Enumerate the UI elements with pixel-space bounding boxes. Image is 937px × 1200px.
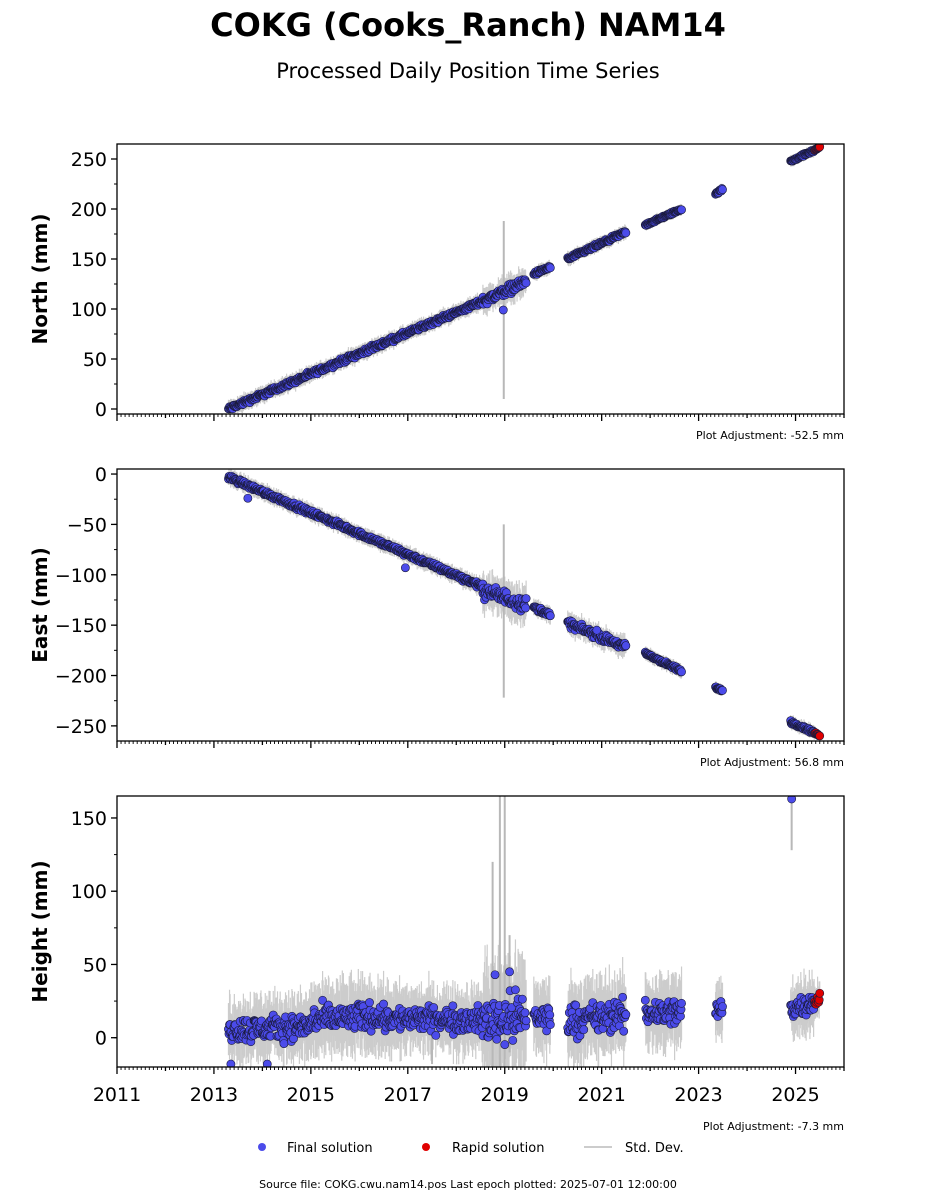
east-points-layer bbox=[224, 471, 825, 741]
east-final-point bbox=[677, 667, 686, 677]
height-data-layer bbox=[224, 796, 825, 1067]
east-outlier-point bbox=[243, 493, 253, 503]
north-final-point bbox=[621, 228, 631, 238]
north-y-tick-label: 100 bbox=[71, 299, 107, 321]
north-points-layer bbox=[224, 144, 825, 414]
north-outlier-point bbox=[498, 305, 508, 315]
figure-title: COKG (Cooks_Ranch) NAM14 bbox=[210, 6, 726, 44]
north-rapid-point bbox=[815, 144, 825, 152]
east-y-axis-label: East (mm) bbox=[28, 547, 52, 663]
east-rapid-point bbox=[815, 731, 825, 741]
north-panel: 0 50 100 150 200 250 North (mm) Plot Adjustment… bbox=[28, 143, 845, 442]
east-final-point bbox=[545, 611, 555, 621]
east-y-tick-label: −200 bbox=[55, 666, 107, 688]
east-y-tick-label: −150 bbox=[55, 615, 107, 637]
north-final-point bbox=[718, 185, 727, 194]
north-plot-adjustment: Plot Adjustment: -52.5 mm bbox=[696, 429, 844, 442]
north-final-point bbox=[521, 278, 531, 288]
east-data-layer bbox=[224, 469, 825, 741]
north-y-tick-label: 200 bbox=[71, 199, 107, 221]
height-final-point bbox=[365, 998, 374, 1007]
north-y-tick-label: 50 bbox=[83, 349, 107, 371]
figure-subtitle: Processed Daily Position Time Series bbox=[276, 59, 660, 83]
height-final-point bbox=[379, 999, 388, 1009]
east-final-point bbox=[521, 603, 530, 613]
north-final-point bbox=[545, 263, 555, 273]
east-plot-adjustment: Plot Adjustment: 56.8 mm bbox=[700, 756, 844, 769]
east-y-tick-label: 0 bbox=[95, 464, 107, 486]
east-y-tick-label: −50 bbox=[67, 514, 107, 536]
north-data-layer bbox=[224, 144, 825, 414]
east-outlier-point bbox=[400, 563, 410, 573]
east-final-point bbox=[621, 641, 631, 651]
north-y-tick-label: 150 bbox=[71, 249, 107, 271]
east-final-point bbox=[718, 685, 727, 695]
east-panel: 0 −50 −100 −150 −200 −250 East (mm) Plot Adjust… bbox=[28, 464, 845, 769]
north-y-axis-label: North (mm) bbox=[28, 213, 52, 344]
height-final-point bbox=[279, 1039, 289, 1048]
height-points-layer bbox=[224, 796, 825, 1067]
east-outlier-point bbox=[592, 625, 602, 635]
north-final-point bbox=[677, 205, 686, 215]
north-y-tick-label: 0 bbox=[95, 399, 107, 421]
east-final-point bbox=[521, 594, 531, 603]
east-y-tick-label: −250 bbox=[55, 716, 107, 738]
east-y-tick-label: −100 bbox=[55, 565, 107, 587]
north-y-tick-label: 250 bbox=[71, 149, 107, 171]
height-final-point bbox=[318, 995, 327, 1005]
